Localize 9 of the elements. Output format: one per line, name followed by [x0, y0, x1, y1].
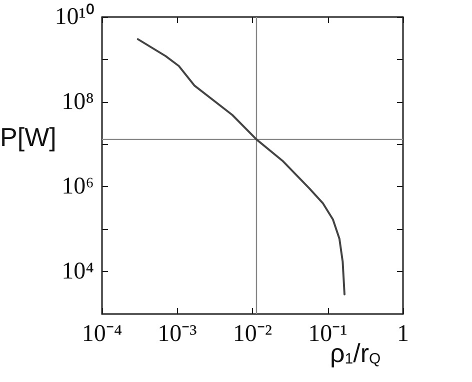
x-tick-label: 10⁻²	[232, 321, 272, 347]
x-tick-label: 10⁻⁴	[82, 321, 122, 347]
y-tick-label: 10¹⁰	[54, 3, 94, 30]
y-tick-label: 10⁶	[62, 174, 94, 200]
x-tick-label: 1	[397, 321, 409, 347]
x-tick-label: 10⁻³	[158, 321, 197, 347]
y-tick-label: 10⁸	[62, 88, 94, 115]
y-tick-label: 10⁴	[62, 258, 94, 285]
y-axis-title: P[W]	[0, 122, 56, 152]
